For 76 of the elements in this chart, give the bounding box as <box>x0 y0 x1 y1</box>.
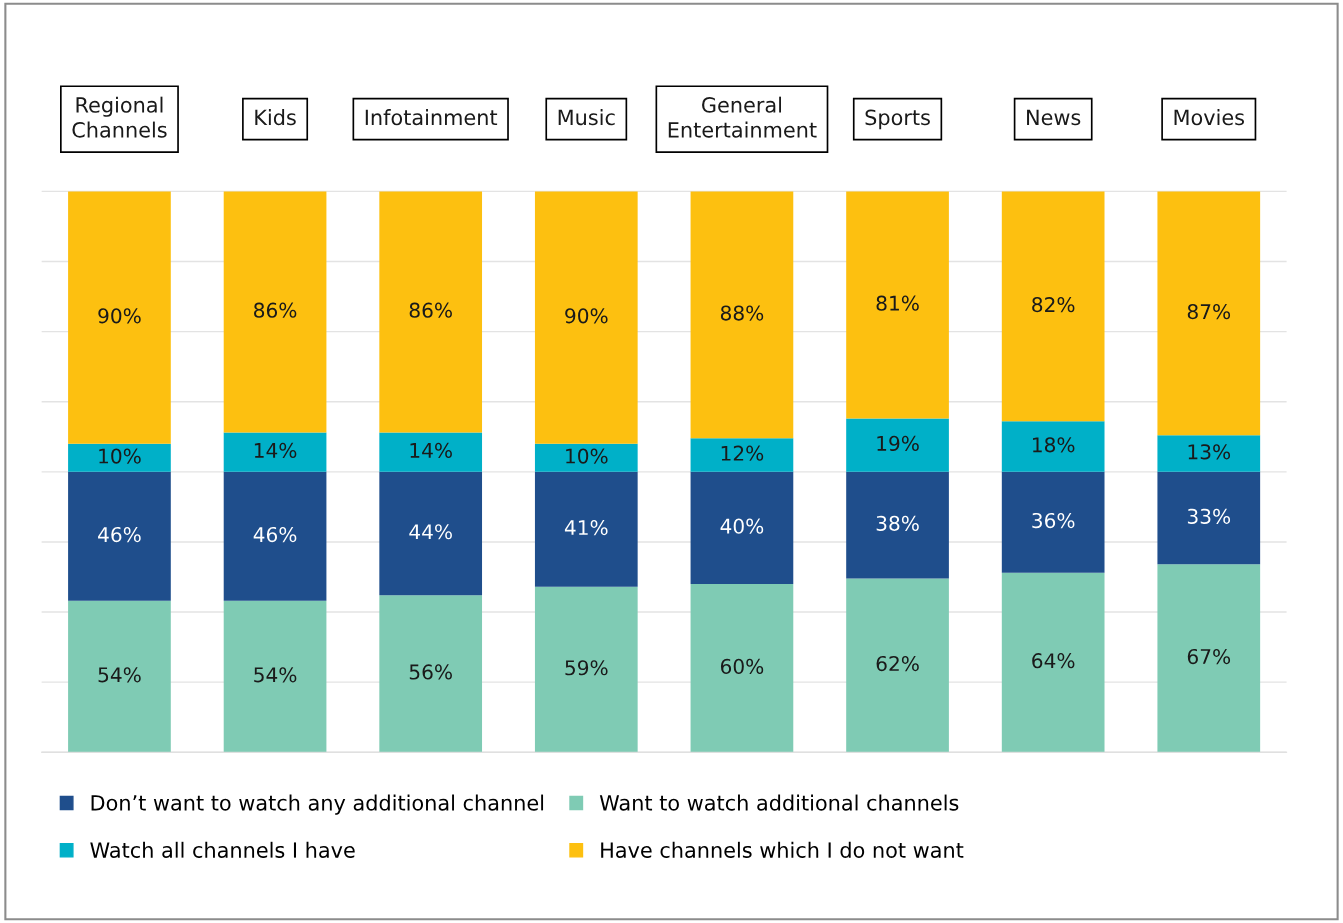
bar <box>1001 471 1105 573</box>
data-label: 44% <box>409 524 452 540</box>
data-label: 60% <box>720 658 764 674</box>
data-label: 33% <box>1187 508 1231 524</box>
bar <box>846 471 949 579</box>
data-label: 13% <box>1188 444 1231 460</box>
bar <box>690 438 794 472</box>
data-label: 36% <box>1032 512 1075 529</box>
data-label: 82% <box>1032 296 1075 313</box>
x-tick-label: General Entertainment <box>668 96 817 138</box>
bar <box>534 443 638 472</box>
data-label: 40% <box>720 518 764 534</box>
bar <box>1001 572 1105 753</box>
data-label: 12% <box>721 445 764 461</box>
data-label: 88% <box>720 305 764 321</box>
x-tick-label: Regional Channels <box>72 96 167 138</box>
data-label: 14% <box>410 442 452 459</box>
bar <box>223 471 327 601</box>
data-label: 46% <box>98 526 141 543</box>
bar <box>846 578 949 753</box>
bar <box>1157 564 1261 753</box>
bar <box>68 191 171 444</box>
data-label: 38% <box>876 515 919 531</box>
data-label: 90% <box>98 308 141 324</box>
legend-label: Don’t want to watch any additional channel <box>91 794 544 815</box>
bar <box>1001 191 1105 422</box>
bar <box>1157 191 1261 436</box>
bar <box>379 595 483 753</box>
bar <box>534 191 638 444</box>
bar <box>534 586 638 753</box>
bar <box>379 471 483 596</box>
data-label: 67% <box>1187 648 1231 665</box>
data-label: 10% <box>99 448 141 464</box>
legend-label: Watch all channels I have <box>90 841 355 858</box>
data-label: 86% <box>409 302 452 318</box>
bar <box>68 600 171 753</box>
bar <box>1157 435 1261 472</box>
bar <box>1157 471 1261 565</box>
bar <box>379 191 483 433</box>
data-label: 19% <box>877 435 919 452</box>
bar <box>1001 421 1105 472</box>
bar <box>223 432 327 472</box>
bar <box>379 432 483 472</box>
data-label: 86% <box>254 302 297 318</box>
bar <box>223 600 327 753</box>
bar <box>534 471 638 587</box>
data-label: 64% <box>1032 653 1075 669</box>
bar <box>690 191 794 439</box>
data-label: 54% <box>254 667 297 683</box>
bar <box>690 471 794 584</box>
data-label: 56% <box>409 664 452 680</box>
data-label: 87% <box>1187 304 1231 320</box>
legend-label: Have channels which I do not want <box>601 841 964 858</box>
data-label: 41% <box>564 519 608 536</box>
bar <box>68 443 171 472</box>
bar <box>223 191 327 433</box>
x-tick-label: Kids <box>255 109 296 126</box>
data-label: 18% <box>1032 437 1075 453</box>
data-label: 14% <box>254 442 297 459</box>
data-label: 46% <box>253 526 297 543</box>
data-label: 59% <box>565 660 608 676</box>
bar <box>68 471 171 601</box>
x-tick-label: Sports <box>865 109 930 130</box>
x-tick-label: Music <box>558 109 615 126</box>
data-label: 54% <box>98 667 141 683</box>
x-tick-label: Infotainment <box>365 109 498 126</box>
data-label: 81% <box>876 295 919 311</box>
x-tick-label: News <box>1027 109 1081 126</box>
data-label: 90% <box>565 308 608 324</box>
data-label: 62% <box>876 655 919 672</box>
bar <box>690 584 794 753</box>
legend-label: Want to watch additional channels <box>599 794 959 811</box>
bar <box>846 418 949 472</box>
x-tick-label: Movies <box>1174 109 1245 126</box>
bar <box>846 191 949 419</box>
data-label: 10% <box>566 448 608 464</box>
